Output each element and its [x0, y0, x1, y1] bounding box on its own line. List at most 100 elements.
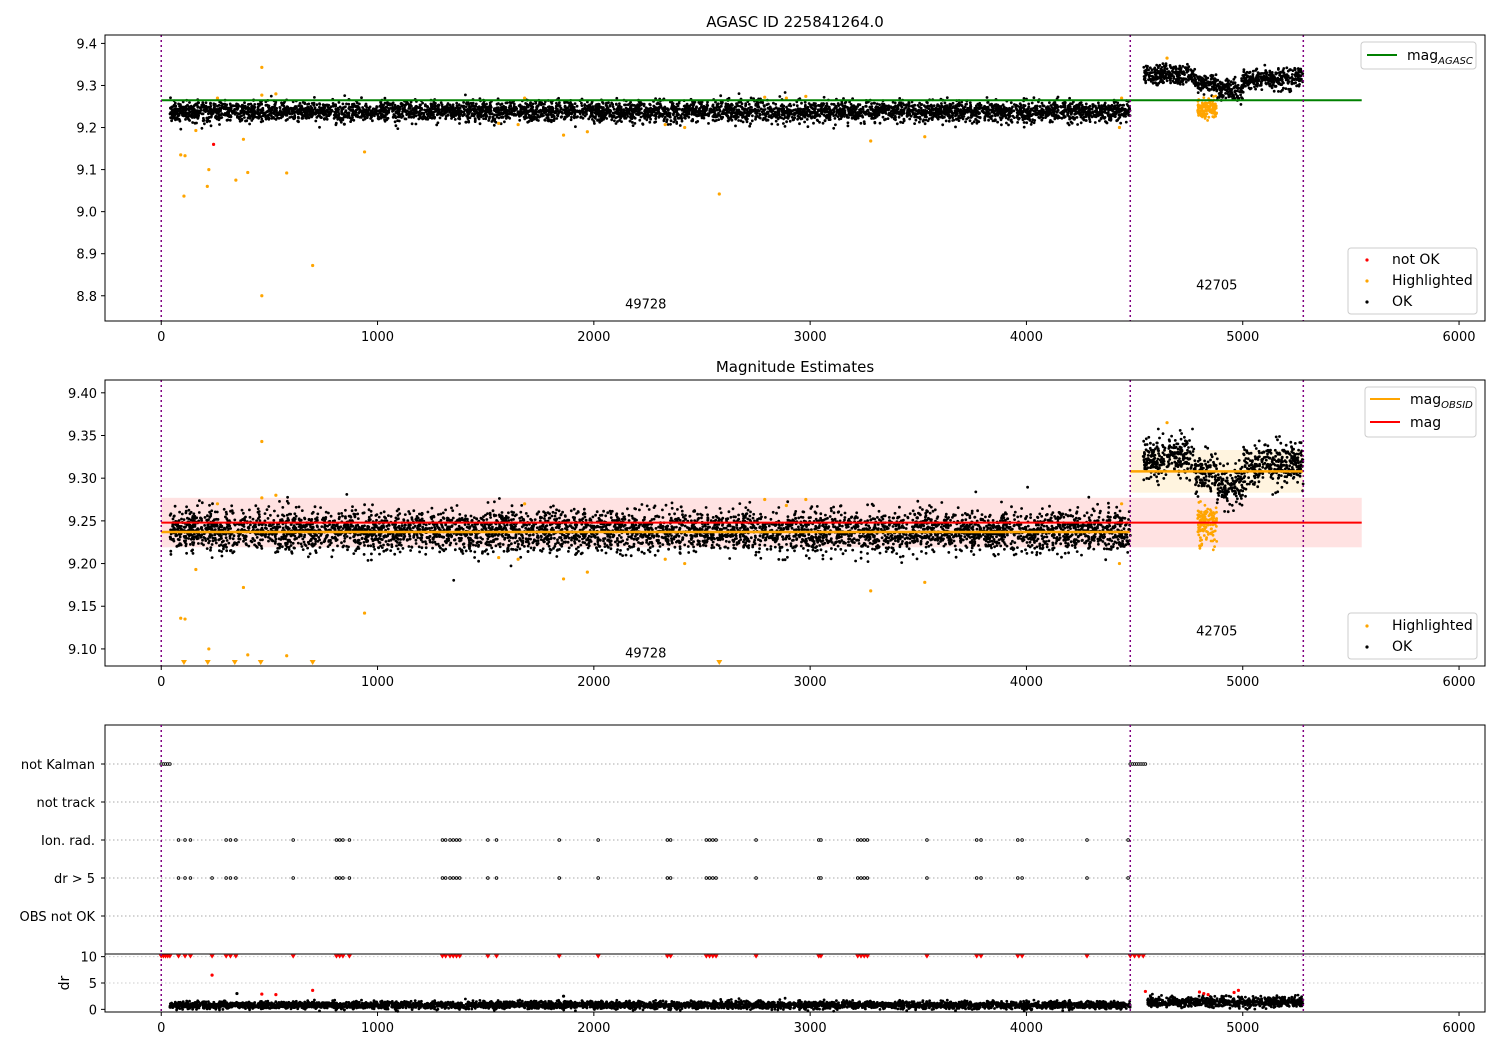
ok-point: [334, 107, 338, 111]
ok-point: [893, 101, 897, 105]
ok-point: [280, 114, 284, 117]
ok-point: [397, 107, 400, 111]
ok-point: [736, 104, 740, 108]
ok-point: [635, 106, 639, 109]
ok-point: [591, 105, 594, 109]
ok-point: [694, 108, 698, 112]
ok-point: [1120, 106, 1124, 110]
ok-point: [610, 118, 614, 122]
ok-point: [564, 106, 568, 110]
ok-point: [644, 106, 648, 110]
ok-point: [862, 110, 865, 113]
ok-point: [1103, 101, 1107, 105]
ok-point: [602, 115, 605, 119]
ok-point: [951, 114, 954, 118]
ok-point: [908, 117, 912, 121]
ok-point: [184, 118, 187, 121]
ok-point: [1123, 114, 1127, 118]
ok-point: [916, 109, 919, 113]
ok-point: [702, 116, 706, 120]
ok-point: [202, 109, 206, 112]
ok-point: [186, 117, 190, 120]
ok-point: [746, 109, 749, 113]
ok-point: [657, 105, 661, 109]
ok-point: [1108, 115, 1112, 119]
ok-point: [771, 112, 774, 116]
ok-point: [221, 105, 225, 109]
ok-point: [943, 105, 947, 108]
ok-point: [749, 122, 752, 126]
ok-point: [648, 109, 651, 113]
ok-point: [684, 116, 687, 120]
ok-point: [1126, 109, 1129, 113]
ok-point: [414, 109, 418, 113]
ok-point: [581, 116, 585, 120]
ok-point: [235, 105, 239, 109]
ok-point: [962, 112, 965, 116]
ok-point: [1038, 105, 1042, 108]
ok-point: [573, 102, 577, 105]
ok-point: [453, 118, 457, 121]
ok-point: [711, 115, 715, 118]
ok-point: [407, 103, 411, 106]
ok-point: [922, 109, 925, 112]
ok-point: [856, 103, 860, 106]
ok-point: [1038, 116, 1041, 120]
ok-point: [971, 109, 975, 112]
ok-point: [875, 114, 879, 118]
ok-point: [341, 102, 345, 106]
ok-point: [538, 101, 542, 104]
ok-point: [323, 103, 327, 107]
ok-point: [655, 108, 659, 112]
ok-point: [424, 110, 428, 114]
ok-point: [724, 105, 728, 109]
ok-point: [1017, 109, 1020, 113]
ok-point: [1022, 125, 1026, 129]
ok-point: [881, 102, 884, 106]
ok-point: [569, 118, 573, 122]
ok-point: [380, 108, 384, 111]
ok-point: [306, 115, 309, 118]
ok-point: [175, 112, 179, 116]
ok-point: [639, 115, 643, 119]
ok-point: [325, 108, 328, 112]
ok-point: [418, 103, 422, 107]
ok-point: [580, 104, 584, 107]
ok-point: [467, 112, 471, 115]
ok-point: [260, 109, 263, 113]
ok-point: [678, 124, 682, 127]
ok-point: [745, 120, 749, 124]
ok-point: [1106, 111, 1110, 114]
ok-point: [981, 110, 985, 113]
ok-point: [297, 104, 301, 108]
ok-point: [666, 123, 670, 126]
ok-point: [694, 113, 698, 117]
ok-point: [898, 101, 901, 105]
ok-point: [607, 101, 610, 105]
ok-point: [306, 107, 310, 110]
ok-point: [251, 117, 255, 120]
ok-point: [318, 125, 321, 129]
ok-point: [235, 102, 239, 106]
ok-point: [975, 121, 979, 125]
ok-point: [1054, 116, 1057, 119]
ok-point: [561, 111, 564, 115]
ok-point: [233, 108, 237, 111]
ok-point: [625, 112, 629, 115]
ok-point: [319, 115, 323, 119]
ok-point: [600, 105, 603, 109]
ok-point: [340, 107, 343, 110]
ok-point: [583, 114, 587, 118]
ok-point: [480, 107, 483, 111]
ok-point: [815, 112, 818, 116]
ok-point: [837, 103, 840, 107]
ok-point: [1005, 110, 1008, 113]
ok-point: [1093, 121, 1097, 124]
ok-point: [643, 111, 647, 115]
ok-point: [393, 120, 397, 124]
ok-point: [633, 116, 637, 120]
ok-point: [986, 100, 990, 104]
ok-point: [737, 112, 741, 115]
ok-point: [556, 114, 560, 118]
